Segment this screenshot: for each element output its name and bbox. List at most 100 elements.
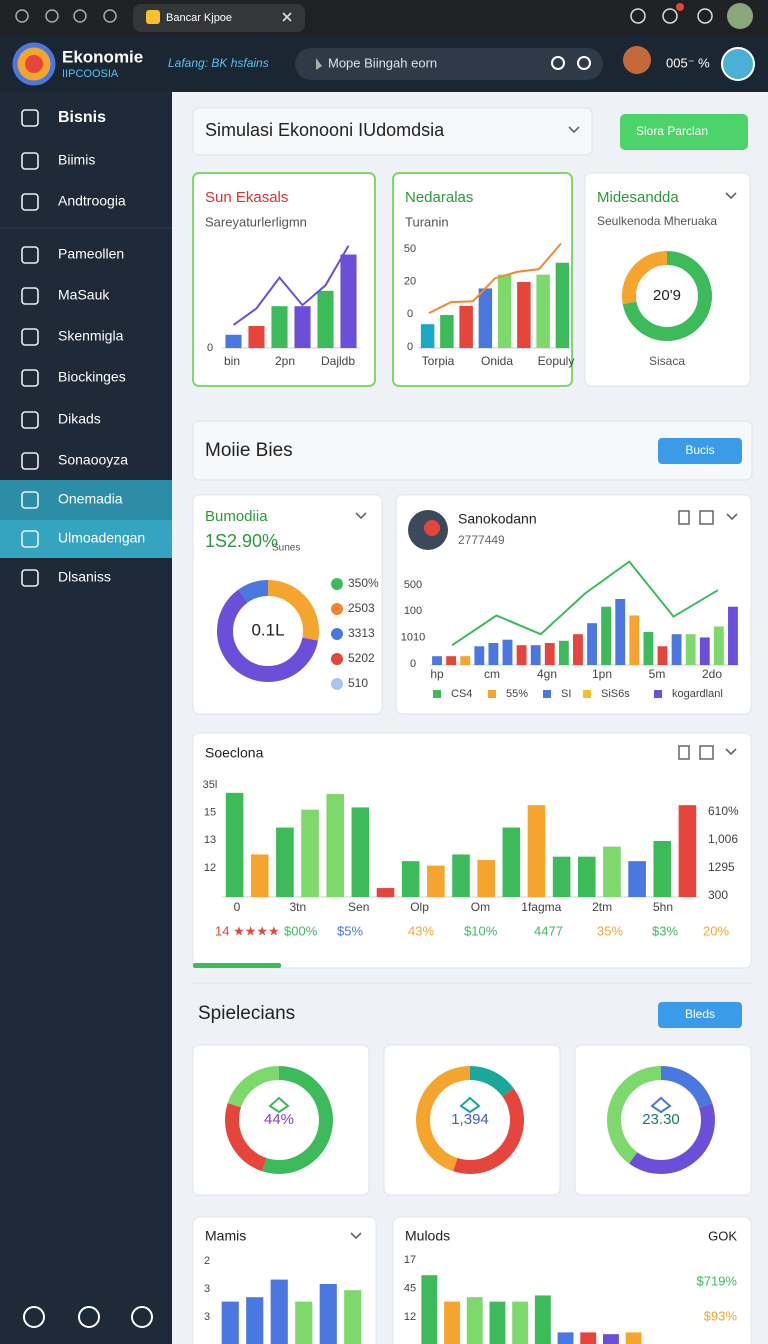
sidebar-icon	[21, 491, 39, 509]
bar	[452, 854, 470, 897]
sidebar-footer-icon[interactable]	[23, 1306, 45, 1328]
bar	[615, 599, 626, 665]
settings-icon[interactable]	[577, 56, 591, 70]
donut-icon	[459, 1096, 481, 1114]
sidebar-icon	[21, 328, 39, 346]
donut-icon	[268, 1096, 290, 1114]
sidebar-icon	[21, 109, 39, 127]
bar	[558, 640, 569, 665]
sidebar-item[interactable]: Pameollen	[58, 246, 124, 262]
sidebar-item[interactable]: Onemadia	[58, 491, 123, 507]
bar	[440, 315, 454, 348]
nav-icon[interactable]	[103, 9, 117, 23]
bar	[446, 656, 457, 665]
sidebar-item[interactable]: MaSauk	[58, 287, 110, 303]
sidebar-item[interactable]: Skenmigla	[58, 328, 124, 344]
sidebar-footer-icon[interactable]	[78, 1306, 100, 1328]
donut-segment	[416, 1066, 524, 1174]
y-axis-label: 3	[204, 1311, 210, 1323]
card-title: Midesandda	[597, 189, 679, 206]
y-axis-label: 500	[404, 579, 422, 591]
toolbar-icon[interactable]	[697, 8, 713, 24]
bar	[326, 793, 345, 897]
selector[interactable]	[192, 107, 593, 156]
close-icon[interactable]	[282, 12, 292, 22]
card-action[interactable]	[678, 510, 690, 525]
y-axis-label: 50	[404, 243, 416, 255]
sidebar-item[interactable]: Sonaooyza	[58, 452, 128, 468]
legend-label: 3313	[348, 626, 375, 640]
sidebar-footer-icon[interactable]	[131, 1306, 153, 1328]
x-axis-label: Sen	[348, 900, 369, 914]
section-button[interactable]	[658, 1002, 742, 1028]
card-subtitle: 2777449	[458, 533, 505, 547]
bar	[421, 1275, 438, 1344]
legend-label: kogardlanl	[672, 688, 723, 700]
bar	[603, 846, 621, 897]
bar	[478, 288, 493, 348]
footer-value: $10%	[464, 923, 498, 938]
footer-value: 20%	[703, 923, 729, 938]
bar	[248, 326, 265, 348]
chevron[interactable]	[725, 192, 737, 200]
sidebar-item[interactable]: Ulmoadengan	[58, 530, 145, 546]
nav-icon[interactable]	[15, 9, 29, 23]
sidebar-item[interactable]: Dlsaniss	[58, 569, 111, 585]
y-axis-label: 15	[204, 807, 216, 819]
bar	[271, 306, 288, 348]
search-box[interactable]	[295, 48, 603, 80]
chevron[interactable]	[355, 512, 367, 520]
sidebar-item[interactable]: Dikads	[58, 411, 101, 427]
legend-label: SiS6s	[601, 688, 630, 700]
sidebar-icon	[21, 369, 39, 387]
action-button-label[interactable]: Slora Parclan	[636, 124, 708, 138]
bar	[653, 841, 672, 897]
legend-swatch	[654, 690, 662, 698]
bar	[657, 646, 668, 665]
nav-icon[interactable]	[73, 9, 87, 23]
card-badge: GOK	[708, 1228, 737, 1243]
bar	[577, 856, 596, 897]
x-axis-label: Dajldb	[321, 354, 355, 368]
chevron[interactable]	[568, 126, 580, 134]
card-action[interactable]	[699, 510, 714, 525]
card-action[interactable]	[699, 745, 714, 760]
chevron[interactable]	[350, 1232, 362, 1240]
section-button-label[interactable]: Bleds	[685, 1007, 715, 1021]
bar	[628, 861, 646, 897]
y-axis-label: 0	[410, 658, 416, 670]
sidebar-item[interactable]: Biockinges	[58, 369, 126, 385]
nav-icon[interactable]	[45, 9, 59, 23]
card-title: Soeclona	[205, 745, 264, 761]
sidebar-item[interactable]: Biimis	[58, 152, 95, 168]
action-button[interactable]	[620, 114, 748, 150]
toolbar-icon[interactable]	[662, 8, 678, 24]
selector-text[interactable]: Simulasi Ekonooni IUdomdsia	[205, 120, 445, 140]
search-text[interactable]: Mope Biingah eorn	[328, 55, 437, 70]
x-axis-label: Eopuly	[538, 354, 575, 368]
section-button[interactable]	[658, 438, 742, 464]
bar	[534, 1295, 551, 1344]
y-axis-label: 0	[207, 342, 213, 354]
profile-avatar[interactable]	[727, 3, 753, 29]
refresh-icon[interactable]	[551, 56, 565, 70]
toolbar-icon[interactable]	[630, 8, 646, 24]
bar	[516, 645, 527, 665]
sidebar-item[interactable]: Andtroogia	[58, 193, 126, 209]
x-axis-label: 4gn	[537, 667, 557, 681]
bar	[276, 827, 294, 897]
x-axis-label: 5m	[649, 667, 666, 681]
bar	[552, 856, 571, 897]
x-axis-label: 2tm	[592, 900, 612, 914]
sidebar-icon	[21, 152, 39, 170]
chevron[interactable]	[725, 748, 737, 756]
tab[interactable]	[133, 4, 305, 32]
section-button-label[interactable]: Bucis	[685, 443, 714, 457]
card-action[interactable]	[678, 745, 690, 760]
user-avatar[interactable]	[721, 47, 755, 81]
chevron[interactable]	[726, 513, 738, 521]
y-axis-label: 1010	[401, 632, 425, 644]
bar	[432, 656, 442, 665]
x-axis-label: Torpia	[422, 354, 455, 368]
sidebar-item[interactable]: Bisnis	[58, 109, 106, 126]
